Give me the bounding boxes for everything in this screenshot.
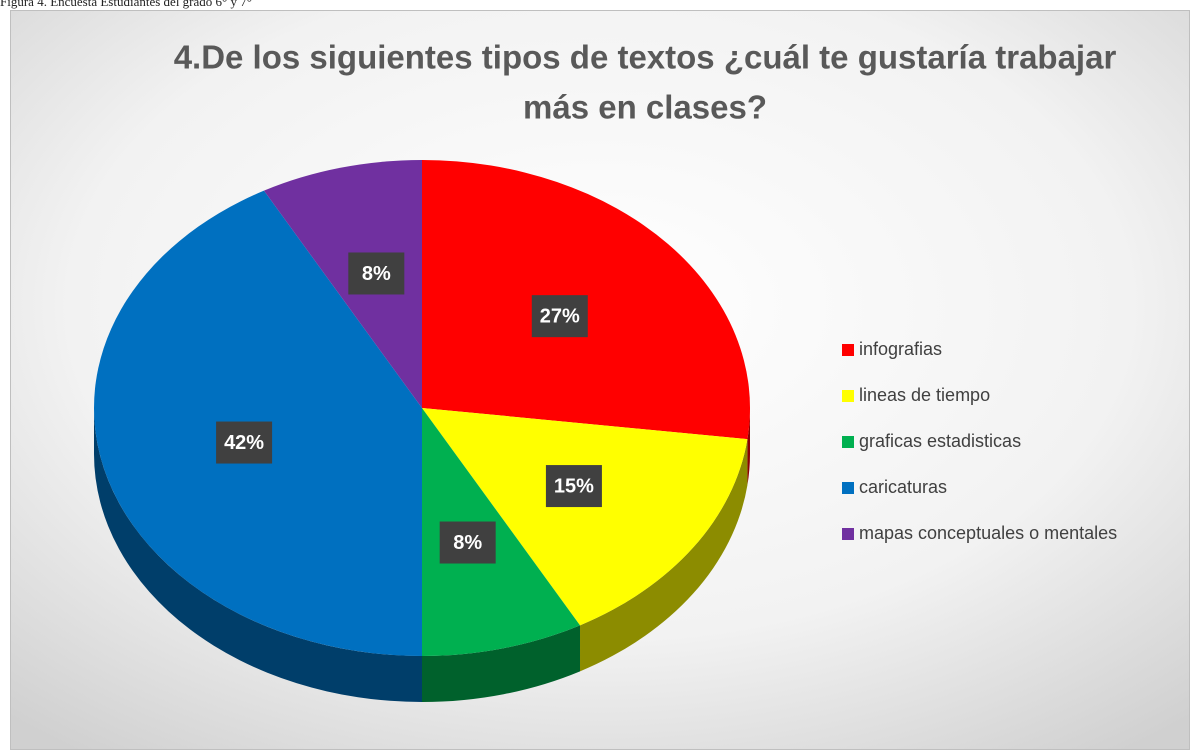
- slice-side: [747, 408, 750, 486]
- chart-title: más en clases?: [523, 89, 767, 126]
- data-label-box: [531, 295, 588, 338]
- legend-swatch: [842, 344, 854, 356]
- data-label: 27%: [540, 305, 580, 327]
- slice: [422, 408, 581, 656]
- slice: [263, 160, 422, 408]
- legend-label: caricaturas: [859, 477, 947, 497]
- slice: [422, 408, 748, 626]
- caption: Figura 4. Encuesta Estudiantes del grado…: [0, 0, 252, 9]
- legend-swatch: [842, 482, 854, 494]
- slice-side: [94, 408, 422, 702]
- data-label: 8%: [453, 532, 482, 554]
- legend-label: lineas de tiempo: [859, 385, 990, 405]
- data-label: 8%: [362, 263, 391, 285]
- data-label-box: [348, 252, 405, 295]
- legend-swatch: [842, 436, 854, 448]
- chart-title: 4.De los siguientes tipos de textos ¿cuá…: [174, 39, 1117, 76]
- slice-side: [580, 439, 748, 672]
- legend-label: mapas conceptuales o mentales: [859, 523, 1117, 543]
- slice-side: [422, 625, 581, 702]
- legend-swatch: [842, 528, 854, 540]
- legend-label: graficas estadisticas: [859, 431, 1021, 451]
- legend-swatch: [842, 390, 854, 402]
- data-label-box: [545, 465, 602, 508]
- data-label: 15%: [554, 475, 594, 497]
- data-label: 42%: [224, 432, 264, 454]
- data-label-box: [439, 521, 496, 564]
- data-label-box: [216, 421, 273, 464]
- legend-label: infografias: [859, 339, 942, 359]
